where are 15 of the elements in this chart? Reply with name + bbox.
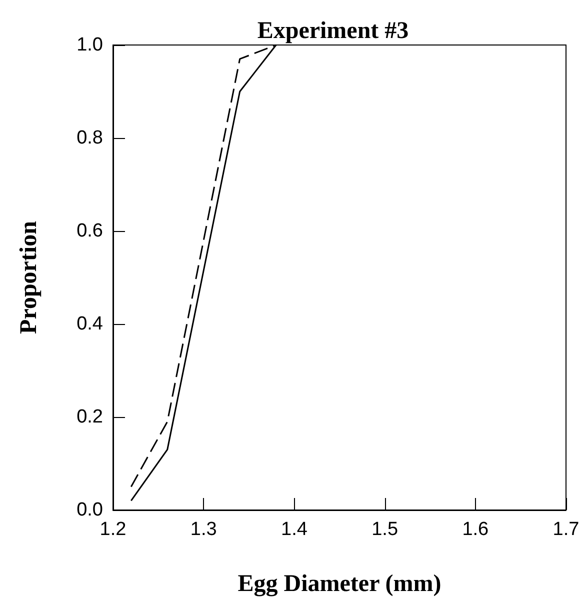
y-tick-label: 0.2	[76, 406, 103, 428]
x-axis-title: Egg Diameter (mm)	[238, 571, 442, 597]
x-tick-label: 1.7	[552, 519, 580, 540]
y-axis-title: Proportion	[16, 221, 42, 334]
y-tick-label: 1.0	[76, 34, 103, 56]
y-tick-label: 0.4	[76, 314, 104, 334]
y-tick-label: 0.6	[76, 220, 103, 242]
x-tick-label: 1.3	[190, 519, 217, 540]
x-tick-label: 1.5	[372, 519, 398, 540]
y-tick-label: 0.0	[76, 500, 103, 520]
y-tick-label: 0.8	[76, 128, 103, 148]
x-tick-label: 1.2	[100, 519, 126, 540]
x-tick-label: 1.4	[280, 519, 308, 540]
x-tick-label: 1.6	[462, 519, 489, 540]
chart-title: Experiment #3	[257, 18, 409, 44]
